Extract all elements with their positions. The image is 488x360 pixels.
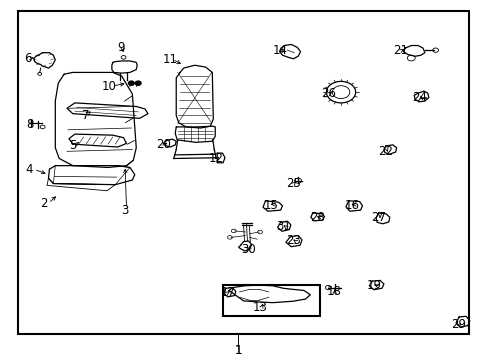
Text: 11: 11 xyxy=(163,53,178,66)
Text: 6: 6 xyxy=(24,51,31,64)
Circle shape xyxy=(135,81,141,85)
Text: 4: 4 xyxy=(25,163,33,176)
Text: 24: 24 xyxy=(412,91,427,104)
Text: 1: 1 xyxy=(234,344,242,357)
Text: 13: 13 xyxy=(253,301,267,314)
Text: 7: 7 xyxy=(82,109,90,122)
Text: 31: 31 xyxy=(276,220,290,233)
Text: 21: 21 xyxy=(392,44,407,57)
Bar xyxy=(222,285,320,316)
Text: 14: 14 xyxy=(272,44,287,57)
Text: 8: 8 xyxy=(26,118,34,131)
Text: 25: 25 xyxy=(285,177,300,190)
Text: 15: 15 xyxy=(263,199,278,212)
Text: 22: 22 xyxy=(378,145,393,158)
Text: 30: 30 xyxy=(241,243,255,256)
Text: 10: 10 xyxy=(102,80,116,93)
Text: 9: 9 xyxy=(117,41,124,54)
Text: 17: 17 xyxy=(221,287,235,300)
Text: 28: 28 xyxy=(309,211,325,224)
Text: 2: 2 xyxy=(40,197,47,210)
Text: 29: 29 xyxy=(450,318,466,331)
Text: 12: 12 xyxy=(208,152,224,165)
Text: 20: 20 xyxy=(156,138,171,151)
Text: 5: 5 xyxy=(69,139,77,152)
Circle shape xyxy=(128,81,134,85)
Text: 27: 27 xyxy=(370,211,386,224)
Text: 16: 16 xyxy=(344,199,359,212)
Text: 23: 23 xyxy=(285,234,300,247)
Text: 3: 3 xyxy=(121,204,128,217)
Text: 18: 18 xyxy=(325,285,341,298)
Text: 19: 19 xyxy=(366,279,381,292)
Text: 1: 1 xyxy=(234,344,242,357)
Text: 26: 26 xyxy=(321,87,336,100)
